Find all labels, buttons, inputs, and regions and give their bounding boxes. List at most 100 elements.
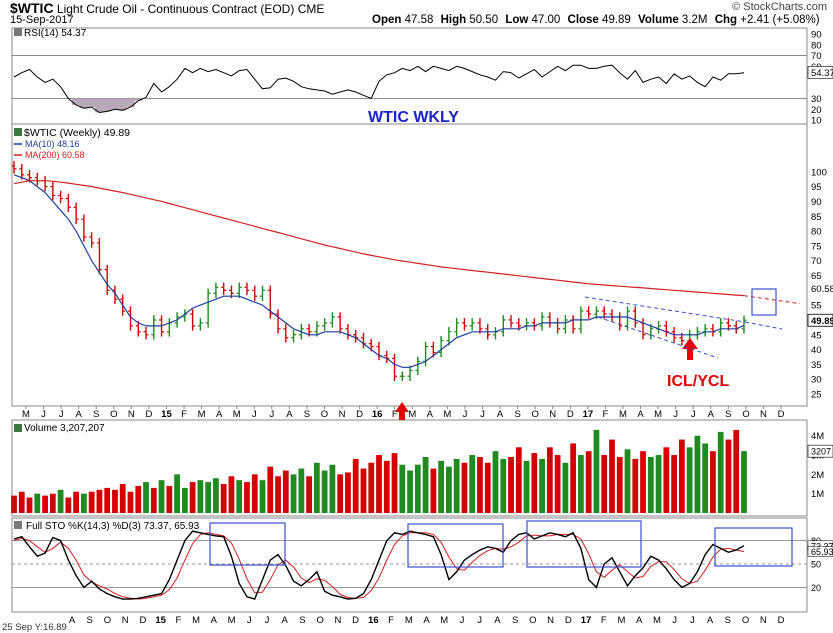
volume-bar <box>562 462 569 513</box>
sto-x-label: A <box>494 615 501 626</box>
volume-bar <box>453 458 460 513</box>
sto-x-label: D <box>565 615 572 626</box>
price-tick-label: 25 <box>811 390 822 401</box>
sto-tick-label: 65.93 <box>811 547 833 557</box>
sto-x-label: A <box>636 615 643 626</box>
volume-bar <box>236 480 243 513</box>
volume-bar <box>500 458 507 513</box>
rsi-tick-label: 90 <box>811 30 822 41</box>
volume-bar <box>26 497 33 513</box>
volume-bar <box>18 491 25 513</box>
sto-box-4 <box>714 527 793 567</box>
price-x-label: M <box>198 409 206 420</box>
price-x-label: O <box>531 409 538 420</box>
stochastic-panel-frame <box>11 517 808 613</box>
volume-tick-label: 1M <box>811 489 824 500</box>
volume-bar <box>81 493 87 513</box>
volume-bar <box>741 451 747 513</box>
volume-bar <box>376 455 382 513</box>
volume-bar <box>391 453 398 513</box>
volume-bar <box>632 458 639 513</box>
volume-bar <box>671 455 677 513</box>
symbol-exchange: CME <box>297 2 325 16</box>
sto-tick-label: 20 <box>811 583 821 593</box>
close-value: 49.89 <box>602 14 631 26</box>
volume-bar <box>298 468 305 513</box>
sto-x-label: A <box>423 615 430 626</box>
volume-bar <box>197 480 204 513</box>
volume-bar <box>112 489 118 513</box>
sto-x-label: M <box>618 615 626 626</box>
volume-bar <box>150 487 157 513</box>
price-tick-label: 30 <box>811 375 822 386</box>
rsi-legend-swatch <box>14 28 22 36</box>
sto-x-label: J <box>690 615 695 626</box>
price-x-label: N <box>128 409 135 420</box>
price-x-label: M <box>408 409 416 420</box>
rsi-oversold-fill <box>71 98 143 113</box>
price-x-label: D <box>567 409 574 420</box>
rsi-legend: RSI(14) 54.37 <box>24 28 87 39</box>
price-x-label: M <box>443 409 451 420</box>
volume-bar <box>570 443 577 513</box>
price-x-label: A <box>427 409 434 420</box>
volume-bar <box>477 456 483 513</box>
volume-bar <box>407 470 413 513</box>
volume-bar <box>42 495 48 513</box>
volume-bar <box>647 456 654 513</box>
channel-upper-line <box>584 296 746 323</box>
price-tick-label: 100 <box>811 167 827 178</box>
sto-x-label: N <box>547 615 554 626</box>
volume-bar <box>430 468 437 513</box>
sto-x-label: 16 <box>368 615 379 626</box>
sto-x-label: J <box>460 615 465 626</box>
sto-x-label: J <box>247 615 252 626</box>
sto-x-label: A <box>707 615 714 626</box>
volume-bar <box>446 466 452 513</box>
sto-x-label: O <box>316 615 323 626</box>
volume-bar <box>259 480 266 513</box>
volume-bar <box>205 482 212 513</box>
volume-bar <box>11 495 17 513</box>
volume-bar <box>49 493 56 513</box>
price-last-value-box <box>807 313 833 327</box>
volume-bar <box>694 435 701 513</box>
symbol-name: Light Crude Oil - Continuous Contract (E… <box>56 2 295 16</box>
sto-x-label: M <box>192 615 200 626</box>
volume-bar <box>251 474 258 513</box>
volume-bar <box>174 474 180 513</box>
price-tick-label: 80 <box>811 227 822 238</box>
volume-bar <box>678 439 685 513</box>
price-x-label: N <box>339 409 346 420</box>
volume-bar <box>119 484 126 513</box>
price-tick-label: 40 <box>811 345 822 356</box>
bottom-up-arrow-icon <box>395 402 409 420</box>
volume-bar <box>228 476 235 513</box>
rsi-tick-label: 70 <box>811 51 822 62</box>
high-label: High <box>440 14 467 26</box>
sto-d-line <box>13 532 745 600</box>
open-value: 47.58 <box>404 14 434 26</box>
volume-tick-label: 4M <box>811 431 824 442</box>
sto-x-label: O <box>104 615 111 626</box>
price-x-label: A <box>708 409 715 420</box>
volume-bar <box>492 451 499 513</box>
ma10-legend: MA(10) 48.16 <box>25 139 80 149</box>
sto-x-label: F <box>388 615 394 626</box>
volume-legend: Volume 3,207,207 <box>24 423 105 434</box>
volume-bar <box>306 476 312 513</box>
volume-bar <box>383 460 390 513</box>
volume-bar <box>515 447 522 513</box>
volume-bar <box>717 431 724 513</box>
sto-tick-label: 73.37 <box>811 541 833 551</box>
price-x-label: 15 <box>161 409 172 420</box>
volume-bar <box>546 447 553 513</box>
chart-title-annotation: WTIC WKLY <box>368 109 459 126</box>
price-tick-label: 60.58 <box>811 284 833 295</box>
price-x-label: J <box>673 409 678 420</box>
sto-k-line <box>13 530 745 600</box>
channel-upper-extension <box>744 321 783 330</box>
price-x-label: S <box>725 409 731 420</box>
